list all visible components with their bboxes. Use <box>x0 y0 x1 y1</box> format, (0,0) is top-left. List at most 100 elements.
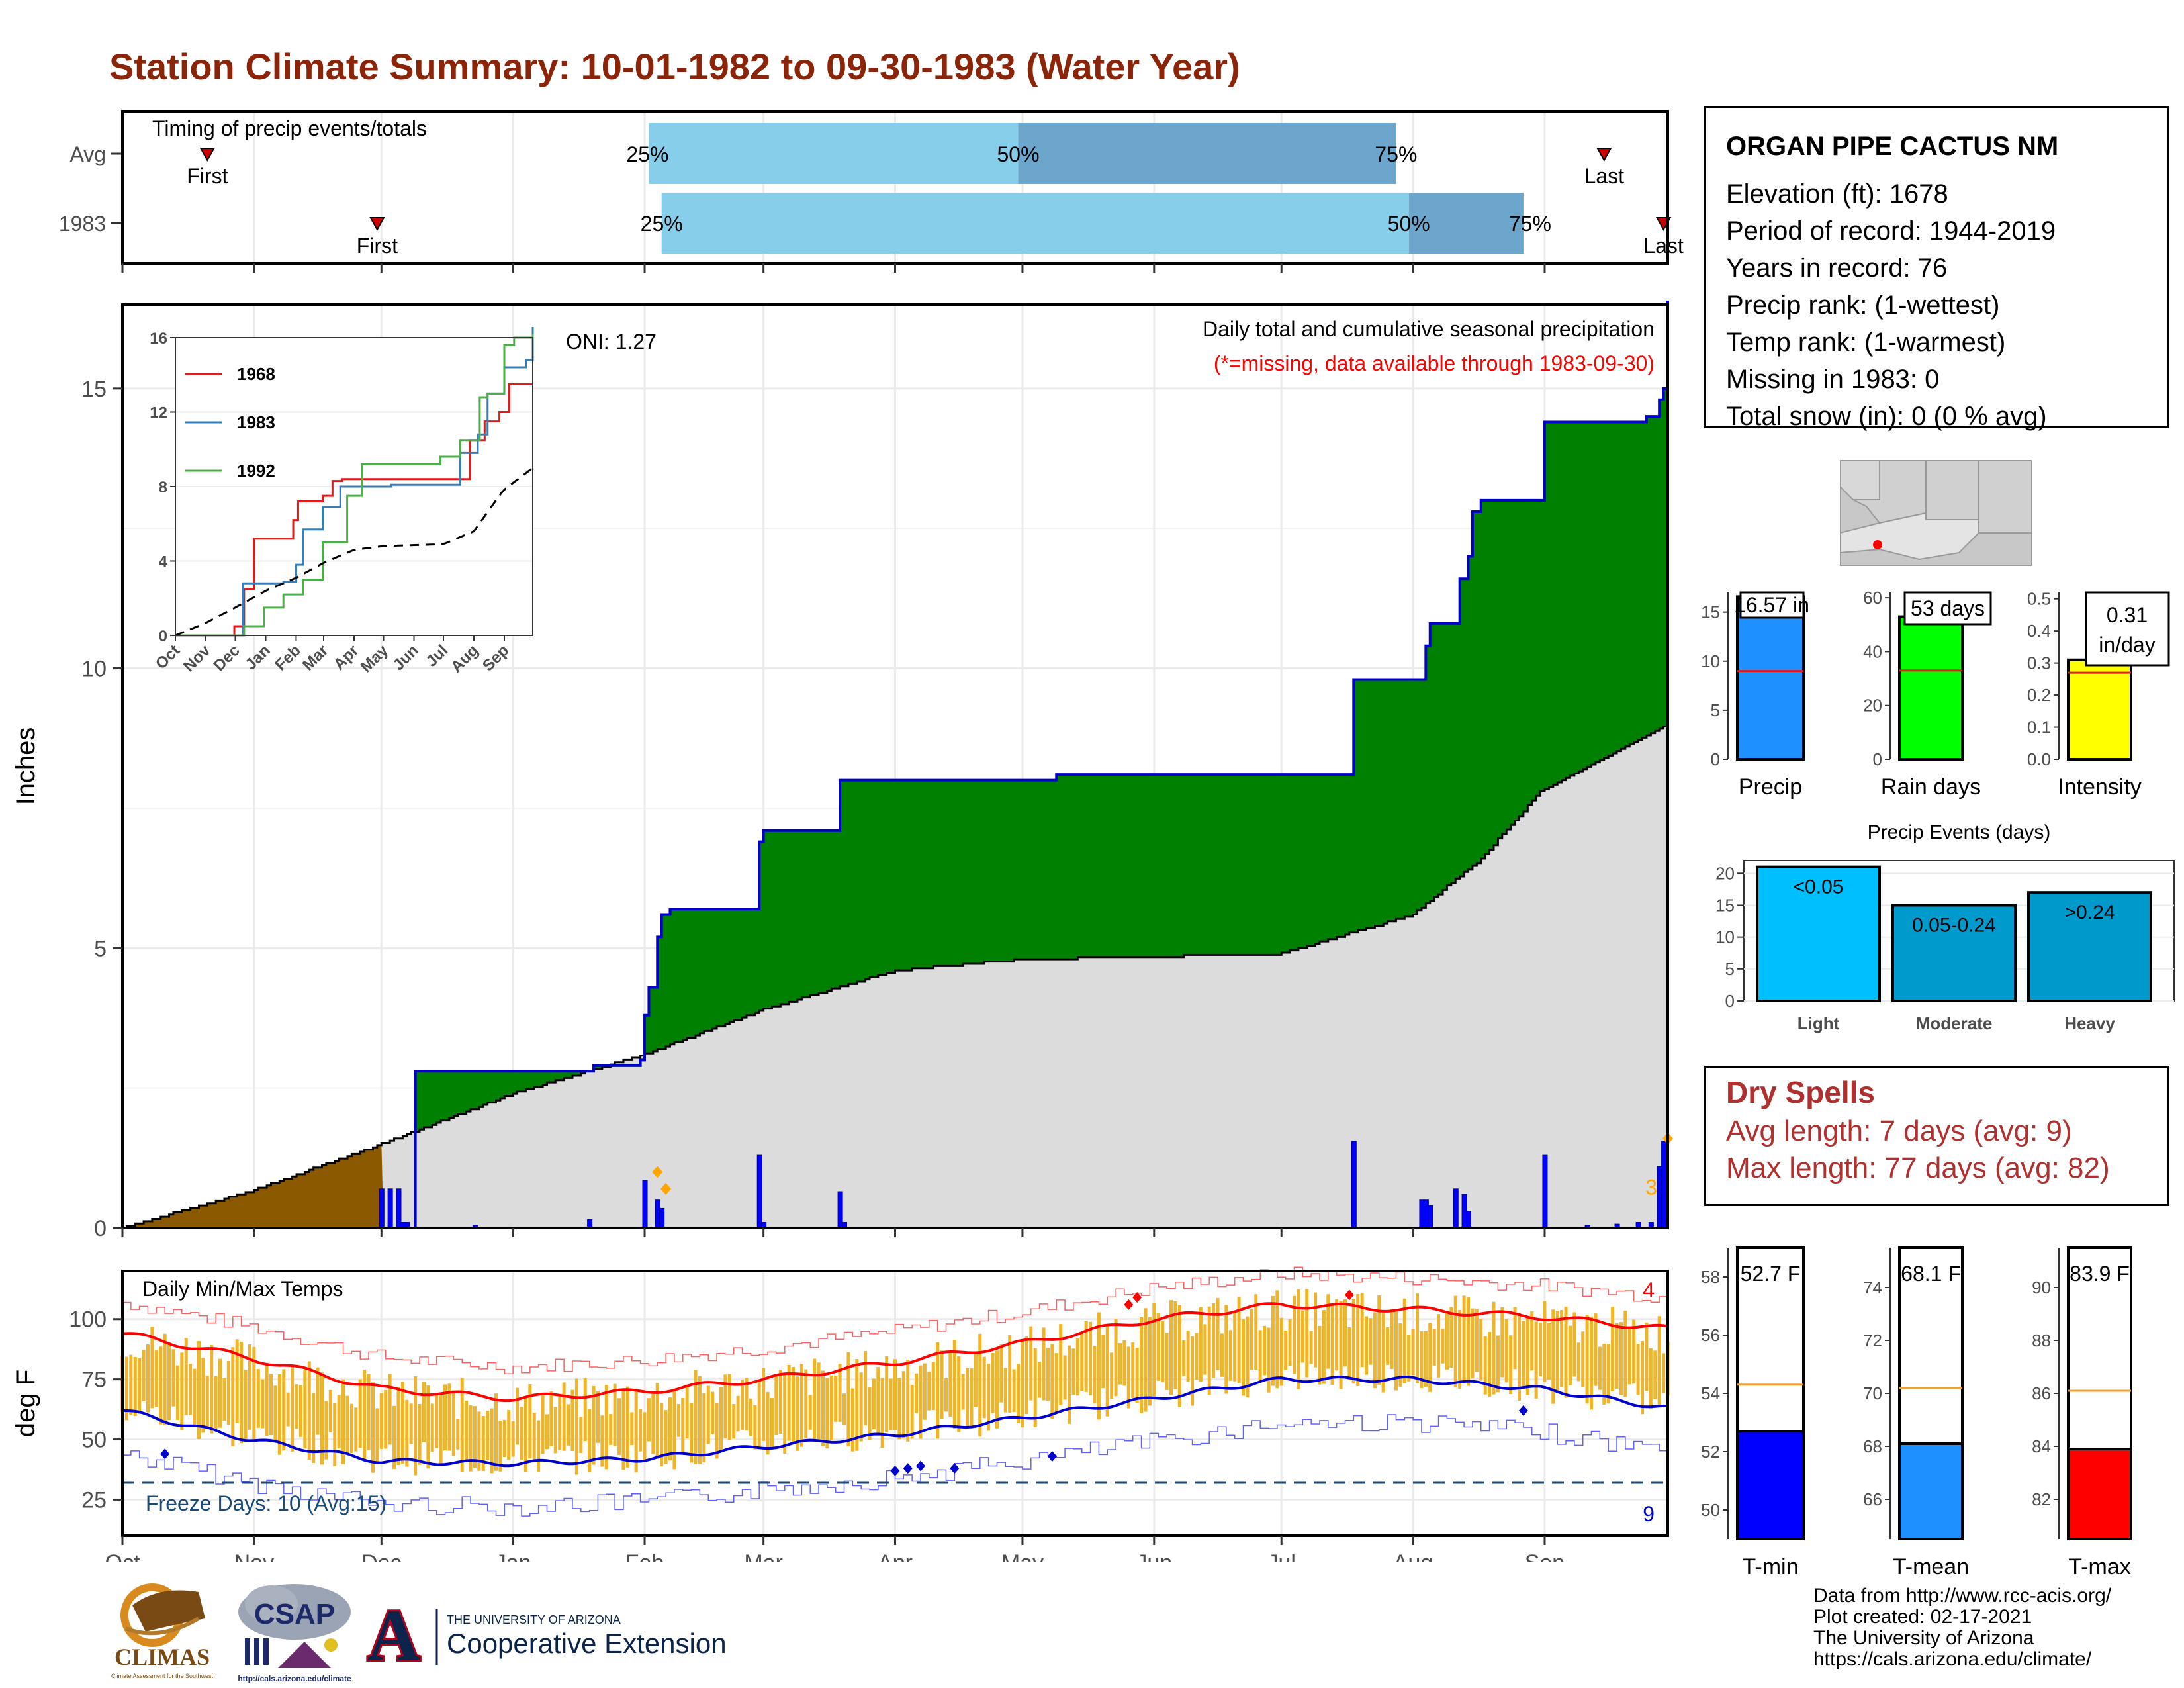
temp-daily-bar <box>723 1374 727 1438</box>
temp-daily-bar <box>838 1364 842 1422</box>
temp-daily-bar <box>1636 1343 1640 1395</box>
dry-spells-avg: Avg length: 7 days (avg: 9) <box>1726 1115 2072 1147</box>
temp-daily-bar <box>133 1357 137 1416</box>
temp-daily-bar <box>702 1393 706 1463</box>
temp-daily-bar <box>1416 1293 1420 1383</box>
temp-daily-bar <box>218 1358 222 1428</box>
inset-series-line <box>175 334 534 637</box>
temp-daily-bar <box>664 1410 668 1464</box>
precip-extreme-count: 3 <box>1645 1175 1657 1199</box>
temp-daily-bar <box>1173 1301 1177 1389</box>
temp-daily-bar <box>1496 1335 1500 1393</box>
temp-daily-bar <box>537 1420 541 1472</box>
temp-daily-bar <box>970 1368 974 1427</box>
temp-daily-bar <box>1284 1330 1288 1370</box>
temp-daily-bar <box>1186 1331 1190 1382</box>
temp-daily-bar <box>502 1419 506 1458</box>
precip-events-tick-label: 5 <box>1725 959 1735 979</box>
temp-daily-bar <box>384 1389 388 1449</box>
raindays-stat-label-box <box>1903 591 1992 626</box>
temp-daily-bar <box>621 1389 625 1470</box>
timing-last-marker <box>1596 148 1612 162</box>
temp-daily-bar <box>825 1378 829 1449</box>
temp-daily-bar <box>1641 1340 1645 1415</box>
temp-daily-bar <box>1428 1323 1432 1392</box>
temp-daily-bar <box>1089 1321 1093 1396</box>
temp-daily-bar <box>1343 1299 1347 1367</box>
freeze-days-label: Freeze Days: 10 (Avg:15) <box>146 1491 387 1515</box>
temp-daily-bar <box>1224 1305 1228 1394</box>
inset-y-tick-label: 16 <box>150 330 167 348</box>
timing-first-label: First <box>187 164 228 188</box>
temp-daily-bar <box>189 1364 193 1415</box>
temp-daily-bar <box>316 1367 320 1435</box>
temp-record-high-marker <box>1132 1292 1142 1303</box>
temp-daily-bar <box>715 1403 719 1459</box>
temp-daily-bar <box>868 1387 872 1440</box>
temp-daily-bar <box>1068 1345 1071 1424</box>
temp-daily-bar <box>1140 1317 1144 1413</box>
temp-daily-bar <box>1042 1327 1046 1401</box>
temp-daily-bar <box>906 1359 910 1442</box>
temp-record-low-marker <box>950 1463 960 1474</box>
temp-daily-bar <box>337 1395 341 1449</box>
timing-chart: 25% 50% 75% First Last Avg 25% 50% 75% First Last 1… <box>59 110 1684 273</box>
temp-daily-bar <box>897 1378 901 1440</box>
temp-daily-bar <box>549 1391 553 1446</box>
temp-daily-bar <box>745 1378 749 1431</box>
temp-daily-bar <box>405 1399 409 1467</box>
temp-daily-bar <box>1347 1327 1351 1380</box>
temp-daily-bar <box>1649 1348 1653 1409</box>
temp-daily-bar <box>778 1370 782 1434</box>
temp-stat-tick-label: 54 <box>1701 1383 1720 1403</box>
temp-daily-bar <box>596 1391 600 1443</box>
temp-daily-bar <box>1182 1340 1186 1376</box>
temp-daily-bar <box>1522 1321 1525 1389</box>
temp-daily-bar <box>1038 1361 1042 1398</box>
temp-daily-bar <box>749 1398 752 1436</box>
temp-daily-bar <box>1207 1306 1211 1395</box>
temp-daily-bar <box>1513 1307 1517 1370</box>
temp-daily-bar <box>1054 1353 1058 1413</box>
precip-stat-tick-label: 0.2 <box>2027 685 2051 705</box>
temp-daily-bar <box>1017 1364 1021 1423</box>
precip-events-bar-label: <0.05 <box>1794 876 1844 898</box>
temp-daily-bar <box>753 1405 757 1450</box>
temp-daily-bar <box>727 1374 731 1440</box>
temp-daily-bar <box>1033 1348 1037 1427</box>
temp-daily-bar <box>634 1388 638 1473</box>
temp-record-max-line <box>122 1266 1668 1375</box>
precip-events-bar <box>2027 891 2152 1002</box>
temp-stat-label: 83.9 F <box>2070 1262 2130 1286</box>
temp-daily-bar <box>210 1344 214 1434</box>
temp-daily-bar <box>1627 1327 1631 1385</box>
temp-daily-bar <box>167 1341 171 1421</box>
temp-stat-category: T-max <box>2068 1554 2130 1579</box>
temp-record-low-marker <box>1047 1451 1057 1462</box>
precip-stat-tick-label: 5 <box>1711 700 1720 720</box>
precip-events-category: Heavy <box>2064 1013 2115 1033</box>
precip-stat-tick-label: 10 <box>1701 651 1720 671</box>
precip-stat-tick-label: 40 <box>1863 641 1882 661</box>
timing-bar-50-75 <box>1408 193 1524 254</box>
precip-events-bar <box>1756 865 1881 1002</box>
precip-events-category: Light <box>1797 1013 1840 1033</box>
inset-y-tick-label: 4 <box>159 553 168 571</box>
temp-daily-bar <box>567 1404 570 1446</box>
temp-daily-bar <box>1233 1313 1237 1382</box>
temp-daily-bar <box>1645 1322 1649 1391</box>
temp-daily-bar <box>1432 1329 1436 1366</box>
timing-panel-label: Timing of precip events/totals <box>152 117 427 140</box>
temp-daily-bar <box>1547 1323 1551 1380</box>
temp-daily-bar <box>630 1412 634 1446</box>
temp-daily-bar <box>349 1403 353 1454</box>
timing-bar-25-50 <box>661 193 1409 254</box>
temp-daily-bar <box>1572 1312 1576 1377</box>
precip-stat-tick-label: 20 <box>1863 696 1882 716</box>
temp-stat-tick-label: 88 <box>2032 1331 2051 1350</box>
temp-daily-bar <box>660 1403 664 1467</box>
temp-daily-bar <box>532 1413 536 1460</box>
temp-daily-bar <box>1220 1333 1224 1377</box>
precip-stat-bars: 0 5 10 15 Precip 0 20 40 60 Rain days 0.0 0.1 0.2 0.3… <box>1701 588 2170 800</box>
temp-daily-bar <box>1590 1316 1594 1410</box>
